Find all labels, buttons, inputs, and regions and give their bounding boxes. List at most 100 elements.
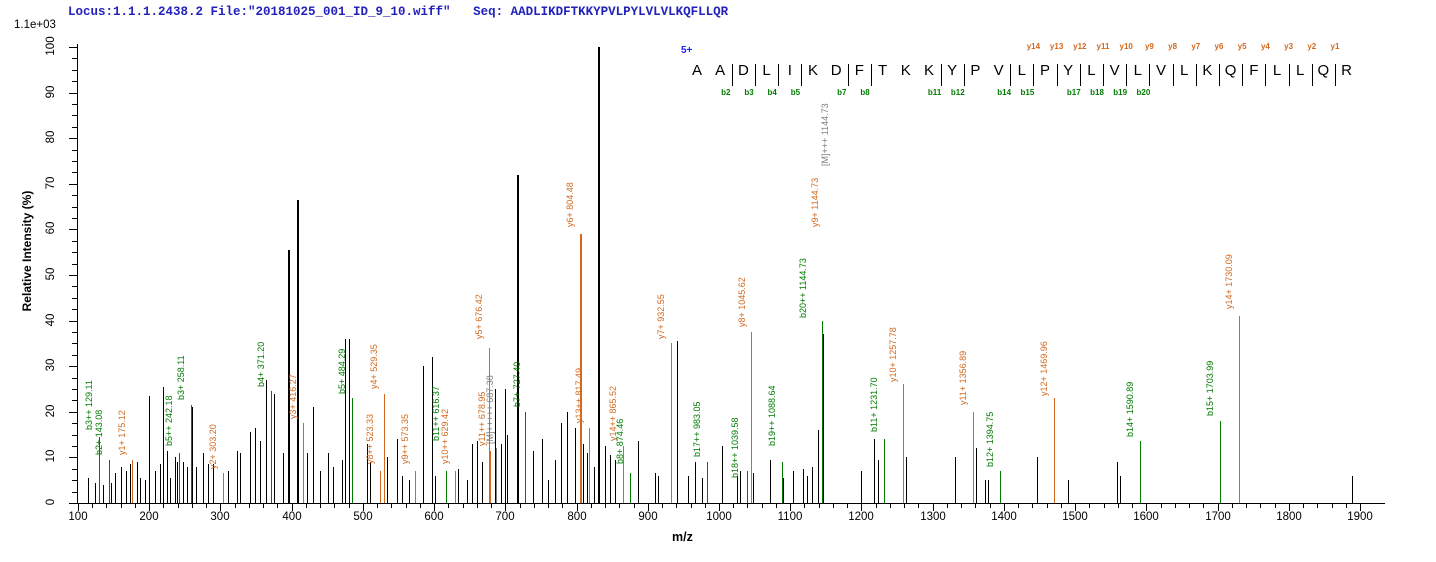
- peak: [630, 473, 631, 503]
- y-axis-minor-tick: [72, 298, 77, 299]
- y-axis-minor-tick: [72, 195, 77, 196]
- b-ion-mark: b15: [1020, 88, 1035, 97]
- peak: [397, 439, 398, 503]
- fragment-separator: [1219, 64, 1220, 86]
- residue-letter: I: [787, 62, 792, 79]
- y-axis-major-tick: [69, 275, 77, 276]
- y-axis-line: [77, 44, 78, 504]
- y-axis-minor-tick: [72, 389, 77, 390]
- x-axis-major-tick: [861, 504, 862, 511]
- peak: [196, 466, 197, 503]
- x-axis-tick-label: 300: [210, 511, 230, 523]
- peak: [1120, 475, 1121, 503]
- fragment-separator: [940, 64, 942, 86]
- x-axis-minor-tick: [491, 504, 492, 508]
- peak: [140, 477, 141, 503]
- peak: [455, 471, 456, 503]
- x-axis-minor-tick: [178, 504, 179, 508]
- peak-label: y4+ 529.35: [368, 344, 379, 389]
- residue-letter: L: [762, 62, 771, 79]
- y-axis-minor-tick: [72, 81, 77, 82]
- b-ion-mark: b5: [790, 88, 801, 97]
- x-axis-minor-tick: [92, 504, 93, 508]
- peak: [109, 459, 110, 503]
- peak: [303, 423, 304, 503]
- x-axis-minor-tick: [904, 504, 905, 508]
- peak: [812, 466, 813, 503]
- x-axis-tick-label: 200: [139, 511, 159, 523]
- y-axis-major-tick: [69, 412, 77, 413]
- peak: [187, 466, 188, 503]
- x-axis-minor-tick: [206, 504, 207, 508]
- y-axis-minor-tick: [72, 172, 77, 173]
- peak: [737, 475, 738, 503]
- peak: [615, 459, 616, 503]
- peak-label: [M]+++++ 687.38: [485, 374, 496, 444]
- peak-label: b15+ 1703.99: [1205, 361, 1216, 417]
- peak: [807, 475, 808, 503]
- x-axis-minor-tick: [705, 504, 706, 508]
- peak: [496, 448, 497, 503]
- fragment-separator: [755, 64, 756, 86]
- y-axis-major-tick: [69, 457, 77, 458]
- peak: [580, 234, 582, 503]
- x-axis-minor-tick: [918, 504, 919, 508]
- fragment-separator: [1288, 64, 1290, 86]
- y-axis-major-tick: [69, 321, 77, 322]
- peak: [423, 366, 424, 503]
- x-axis-major-tick: [363, 504, 364, 511]
- y-axis-minor-tick: [72, 70, 77, 71]
- peak: [1037, 457, 1038, 503]
- peak: [823, 334, 824, 503]
- peak: [175, 457, 176, 503]
- residue-letter: K: [923, 62, 934, 79]
- peak: [878, 459, 879, 503]
- fragment-separator: [1103, 64, 1104, 86]
- peak-label: y8+ 1045.62: [736, 277, 747, 328]
- peak: [213, 464, 214, 503]
- peak: [482, 462, 483, 503]
- y-axis-minor-tick: [72, 309, 77, 310]
- peak: [380, 471, 381, 503]
- y-axis-minor-tick: [72, 469, 77, 470]
- y-axis-tick-label: 70: [45, 176, 57, 190]
- y-axis-minor-tick: [72, 286, 77, 287]
- peak: [342, 459, 343, 503]
- x-axis-minor-tick: [833, 504, 834, 508]
- x-axis-minor-tick: [1317, 504, 1318, 508]
- x-axis-minor-tick: [1303, 504, 1304, 508]
- b-ion-mark: b11: [927, 88, 942, 97]
- peak-label: b8+ 874.46: [614, 418, 625, 465]
- fragment-separator: [1335, 64, 1336, 86]
- peak: [1220, 420, 1221, 503]
- peak: [1000, 471, 1001, 503]
- x-axis-major-tick: [292, 504, 293, 511]
- y-axis-minor-tick: [72, 127, 77, 128]
- peak: [976, 448, 977, 503]
- fragment-separator: [1265, 64, 1267, 86]
- x-axis-tick-label: 900: [638, 511, 658, 523]
- y-ion-mark: y8: [1168, 42, 1178, 51]
- x-axis-minor-tick: [463, 504, 464, 508]
- peak: [203, 452, 204, 503]
- y-axis-major-tick: [69, 503, 77, 504]
- y-axis-tick-label: 80: [45, 130, 57, 144]
- x-axis-minor-tick: [1161, 504, 1162, 508]
- x-axis-major-tick: [505, 504, 506, 511]
- peak: [155, 471, 156, 503]
- peak: [409, 480, 410, 503]
- x-axis-minor-tick: [106, 504, 107, 508]
- peak-label: b7+ 727.40: [511, 361, 522, 408]
- peak: [517, 174, 519, 503]
- peak-label: b3+ 258.11: [175, 355, 186, 401]
- peak: [770, 459, 771, 503]
- b-ion-mark: b4: [767, 88, 777, 97]
- x-axis-major-tick: [149, 504, 150, 511]
- peak-label: y7+ 932.55: [656, 294, 666, 339]
- peak: [177, 462, 178, 503]
- y-axis-minor-tick: [72, 343, 77, 344]
- y-ion-mark: y12: [1073, 42, 1087, 51]
- peak: [955, 457, 956, 503]
- x-axis-minor-tick: [1118, 504, 1119, 508]
- x-axis-tick-label: 400: [282, 511, 302, 523]
